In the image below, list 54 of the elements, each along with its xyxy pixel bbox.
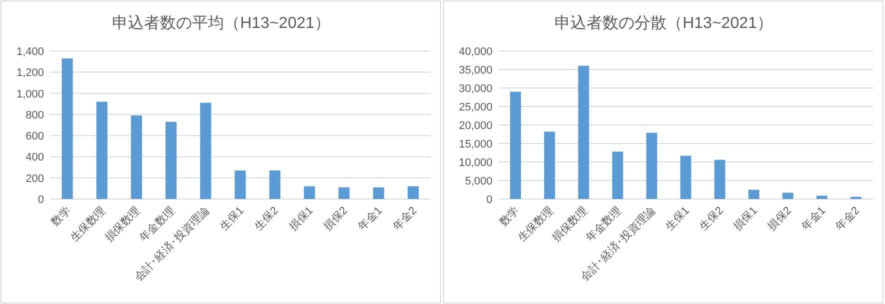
y-tick-label: 0 bbox=[38, 194, 44, 206]
bar bbox=[166, 122, 177, 199]
y-tick-label: 0 bbox=[486, 194, 492, 206]
x-tick-label: 年金2 bbox=[834, 204, 862, 234]
chart-title: 申込者数の平均（H13~2021） bbox=[112, 14, 330, 32]
y-tick-label: 35,000 bbox=[458, 64, 492, 76]
bar bbox=[578, 66, 590, 199]
y-tick-label: 25,000 bbox=[458, 102, 492, 114]
y-tick-label: 5,000 bbox=[464, 176, 492, 188]
x-tick-label: 損保1 bbox=[732, 204, 760, 234]
chart-title: 申込者数の分散（H13~2021） bbox=[554, 14, 773, 32]
y-tick-label: 600 bbox=[26, 130, 44, 143]
y-tick-label: 15,000 bbox=[458, 138, 492, 150]
bar bbox=[544, 132, 556, 199]
bar bbox=[408, 186, 419, 199]
y-tick-label: 20,000 bbox=[458, 120, 492, 132]
bar bbox=[510, 92, 521, 199]
x-tick-label: 年金2 bbox=[390, 204, 420, 234]
x-tick-label: 生保2 bbox=[252, 204, 281, 234]
bar bbox=[373, 187, 384, 199]
x-tick-label: 損保2 bbox=[766, 204, 794, 234]
x-tick-label: 生保2 bbox=[696, 204, 726, 234]
bar bbox=[62, 58, 73, 199]
bar bbox=[338, 187, 350, 199]
bar bbox=[304, 186, 315, 199]
bar bbox=[748, 190, 760, 199]
y-tick-label: 1,000 bbox=[16, 88, 44, 100]
bar bbox=[96, 102, 108, 199]
bar bbox=[816, 196, 828, 199]
bar bbox=[234, 170, 246, 199]
y-tick-label: 800 bbox=[26, 109, 44, 122]
bar bbox=[714, 160, 726, 199]
y-tick-label: 40,000 bbox=[458, 46, 492, 58]
bar bbox=[646, 132, 658, 199]
x-tick-label: 生保1 bbox=[662, 204, 692, 234]
bar bbox=[200, 102, 212, 199]
x-tick-label: 年金1 bbox=[800, 204, 828, 234]
x-tick-label: 数学 bbox=[498, 204, 522, 229]
y-tick-label: 10,000 bbox=[458, 157, 492, 169]
x-tick-label: 数学 bbox=[49, 204, 74, 229]
y-tick-label: 1,200 bbox=[16, 67, 44, 80]
bar bbox=[269, 170, 280, 199]
bar bbox=[680, 156, 692, 199]
y-tick-label: 400 bbox=[26, 152, 44, 164]
y-tick-label: 200 bbox=[26, 172, 44, 185]
bar bbox=[130, 115, 142, 199]
x-tick-label: 損保1 bbox=[287, 204, 316, 234]
y-tick-label: 1,400 bbox=[16, 46, 44, 58]
y-tick-label: 30,000 bbox=[458, 83, 492, 95]
x-tick-label: 損保2 bbox=[322, 204, 350, 234]
x-tick-label: 生保1 bbox=[217, 204, 246, 234]
x-tick-label: 年金1 bbox=[356, 204, 385, 234]
bar bbox=[612, 152, 624, 199]
bar bbox=[782, 192, 794, 199]
